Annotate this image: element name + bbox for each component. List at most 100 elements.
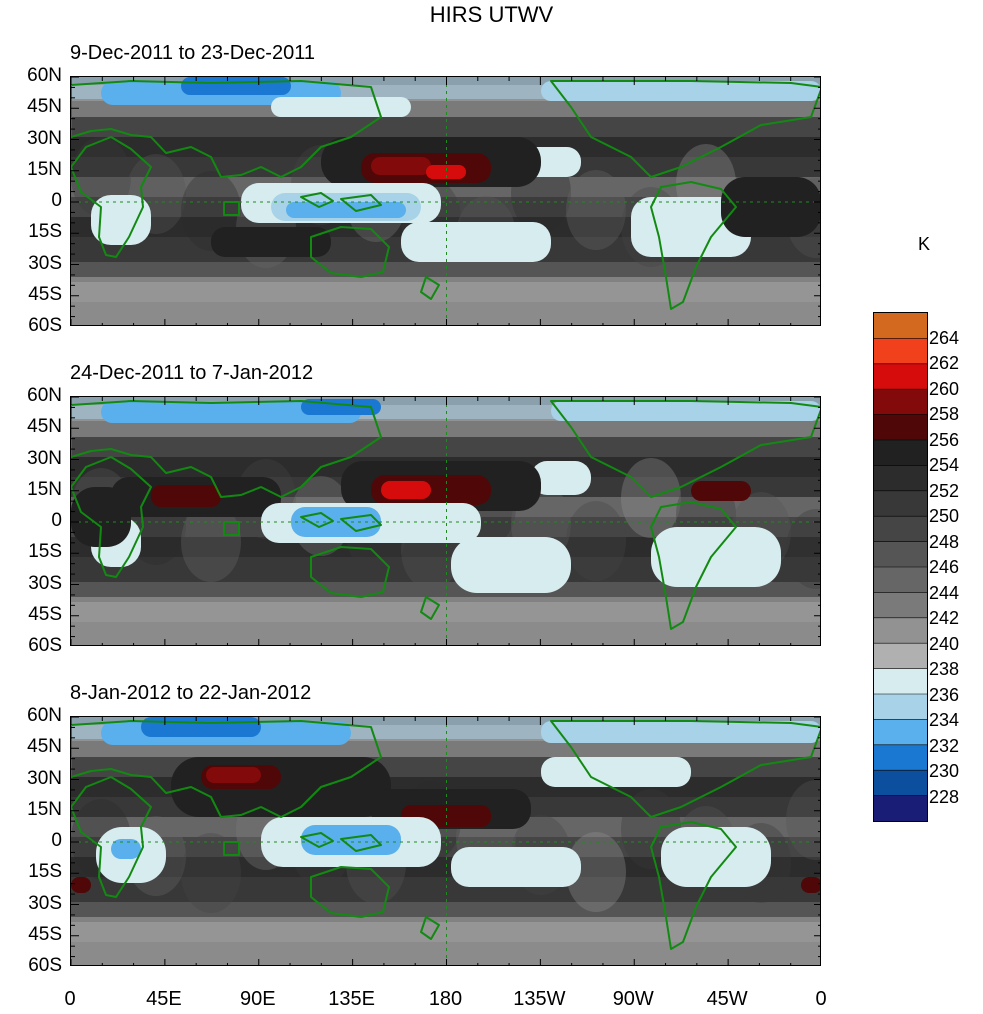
colorbar-swatch (874, 313, 927, 339)
coastline (650, 181, 737, 310)
lat-label: 0 (51, 190, 62, 211)
colorbar-label: 236 (929, 684, 960, 705)
utwv-band (71, 537, 820, 557)
utwv-contour (141, 717, 261, 737)
colorbar-label: 242 (929, 608, 960, 628)
utwv-contour (101, 401, 361, 423)
lat-label: 45S (28, 923, 62, 945)
lat-label: 45S (28, 603, 62, 625)
panel-3-title: 8-Jan-2012 to 22-Jan-2012 (70, 682, 312, 704)
coastline (223, 201, 240, 216)
lon-label: 180 (428, 988, 463, 1010)
lon-label: 135W (513, 988, 566, 1010)
lat-label: 60N (27, 705, 62, 726)
colorbar-label: 230 (929, 761, 960, 781)
colorbar-label: 248 (929, 531, 960, 552)
colorbar-label: 264 (929, 327, 960, 348)
colorbar-label: 244 (929, 582, 960, 603)
coastline (550, 720, 820, 818)
coastline (300, 512, 334, 528)
coastline (223, 521, 240, 536)
colorbar-swatch (874, 338, 927, 365)
utwv-contour (531, 461, 591, 495)
colorbar-swatch (874, 541, 927, 568)
lat-label: 0 (51, 830, 62, 851)
colorbar-swatch (874, 719, 927, 746)
coastline (310, 226, 390, 278)
colorbar (873, 312, 928, 822)
lat-label: 30N (27, 127, 62, 149)
utwv-contour (371, 157, 431, 175)
colorbar-swatch (874, 617, 927, 644)
colorbar-swatch (874, 440, 927, 466)
utwv-contour (451, 537, 571, 593)
colorbar-swatch (874, 795, 927, 822)
map-panel-2 (70, 396, 821, 646)
utwv-contour (91, 195, 151, 245)
lat-label: 15S (28, 221, 62, 243)
lat-label: 30S (28, 252, 62, 274)
colorbar-swatch (874, 516, 927, 543)
coastline (71, 80, 382, 178)
lon-label: 45E (146, 988, 182, 1010)
colorbar-label: 252 (929, 480, 960, 501)
colorbar-swatch (874, 770, 927, 797)
utwv-contour (541, 757, 691, 787)
coastline (650, 501, 737, 630)
utwv-contour (721, 177, 820, 237)
coastline (71, 776, 152, 898)
utwv-band (71, 437, 820, 457)
lat-label: 0 (51, 510, 62, 531)
utwv-texture (566, 832, 626, 912)
lat-label: 45N (27, 96, 62, 118)
colorbar-swatch (874, 389, 927, 416)
utwv-contour (401, 222, 551, 262)
coastline (340, 514, 382, 532)
utwv-contour (541, 81, 820, 101)
lon-label: 0 (815, 988, 827, 1010)
utwv-contour (71, 877, 91, 893)
utwv-contour (301, 825, 401, 855)
coastline (71, 400, 382, 498)
colorbar-label: 234 (929, 710, 960, 730)
utwv-contour (661, 827, 771, 887)
coastline (223, 841, 240, 856)
utwv-contour (381, 481, 431, 499)
colorbar-label: 254 (929, 455, 960, 475)
utwv-band (71, 857, 820, 877)
lat-label: 45N (27, 416, 62, 438)
colorbar-swatch (874, 414, 927, 441)
coastline (71, 456, 152, 578)
lat-label: 45S (28, 283, 62, 305)
coastline (650, 821, 737, 950)
coastline (300, 192, 334, 208)
lon-label: 0 (64, 988, 76, 1010)
colorbar-swatch (874, 744, 927, 771)
colorbar-label: 238 (929, 659, 960, 679)
coastline (420, 916, 440, 940)
lat-label: 30N (27, 447, 62, 469)
colorbar-label: 250 (929, 506, 960, 526)
utwv-band (71, 117, 820, 137)
utwv-contour (171, 757, 391, 817)
coastline (340, 194, 382, 212)
coastline (420, 276, 440, 300)
lat-label: 15N (27, 798, 62, 820)
lat-label: 30S (28, 892, 62, 914)
colorbar-swatch (874, 643, 927, 670)
utwv-texture (786, 509, 820, 589)
coastline (310, 866, 390, 918)
colorbar-label: 262 (929, 353, 960, 373)
utwv-contour (71, 917, 820, 965)
map-panel-3 (70, 716, 821, 966)
utwv-contour (181, 77, 291, 95)
colorbar-swatch (874, 668, 927, 695)
lat-label: 15N (27, 158, 62, 180)
colorbar-label: 258 (929, 404, 960, 424)
colorbar-label: 260 (929, 378, 960, 399)
panel-2-title: 24-Dec-2011 to 7-Jan-2012 (70, 362, 314, 384)
utwv-contour (426, 165, 466, 179)
utwv-contour (551, 401, 820, 421)
colorbar-swatch (874, 567, 927, 593)
lat-label: 60S (28, 635, 62, 656)
